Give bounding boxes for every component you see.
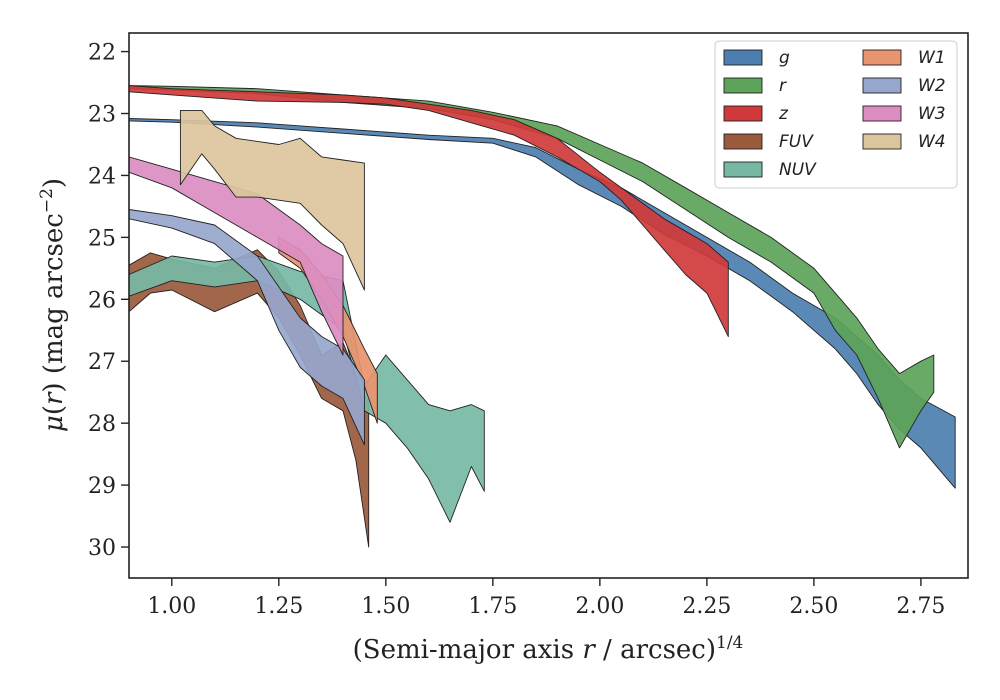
band-g <box>129 118 956 489</box>
legend-swatch-nuv <box>723 161 763 178</box>
legend-label-nuv: NUV <box>779 160 817 180</box>
legend-swatch-g <box>723 49 763 66</box>
y-tick-label: 22 <box>88 41 116 66</box>
y-tick-label: 27 <box>88 350 116 375</box>
legend-label-w3: W3 <box>918 104 946 124</box>
legend-swatch-fuv <box>723 133 763 150</box>
band-nuv <box>129 255 485 523</box>
y-tick-label: 24 <box>88 164 116 189</box>
x-tick-label: 1.50 <box>361 594 410 619</box>
x-tick-label: 1.00 <box>147 594 196 619</box>
band-w4 <box>179 109 365 291</box>
legend-swatch-z <box>723 105 763 122</box>
plot-area <box>129 85 956 548</box>
y-axis: 22 23 24 25 26 27 28 29 30 <box>88 41 129 561</box>
x-tick-label: 2.00 <box>575 594 624 619</box>
legend-label-w1: W1 <box>918 48 946 68</box>
legend-swatch-w1 <box>862 49 902 66</box>
legend-swatch-w3 <box>862 105 902 122</box>
plot-frame <box>128 32 969 579</box>
x-tick-label: 2.75 <box>896 594 945 619</box>
y-tick-label: 29 <box>88 474 116 499</box>
legend-swatch-w2 <box>862 77 902 94</box>
band-w2 <box>129 209 365 446</box>
y-axis-label: μ(r) (mag arcsec−2) <box>37 178 69 432</box>
x-tick-label: 1.25 <box>254 594 303 619</box>
y-tick-label: 30 <box>88 536 116 561</box>
x-axis-label: (Semi-major axis r / arcsec)1/4 <box>353 633 744 665</box>
legend-swatch-w4 <box>862 133 902 150</box>
legend-label-fuv: FUV <box>779 132 814 152</box>
y-tick-label: 25 <box>88 226 116 251</box>
y-tick-label: 28 <box>88 412 116 437</box>
legend-label-z: z <box>778 104 789 124</box>
legend-label-w2: W2 <box>918 76 946 96</box>
x-tick-label: 2.50 <box>789 594 838 619</box>
legend-label-r: r <box>779 76 787 96</box>
legend-label-g: g <box>779 48 790 68</box>
legend: grz FUV NUV W1 W2 W3 W4 <box>714 40 958 189</box>
y-tick-label: 23 <box>88 103 116 128</box>
legend-label-w4: W4 <box>918 132 946 152</box>
x-tick-label: 2.25 <box>682 594 731 619</box>
y-tick-label: 26 <box>88 288 116 313</box>
x-tick-label: 1.75 <box>468 594 517 619</box>
x-axis: 1.00 1.25 1.50 1.75 2.00 2.25 2.50 2.75 <box>147 578 945 619</box>
band-z <box>129 85 729 337</box>
legend-swatch-r <box>723 77 763 94</box>
